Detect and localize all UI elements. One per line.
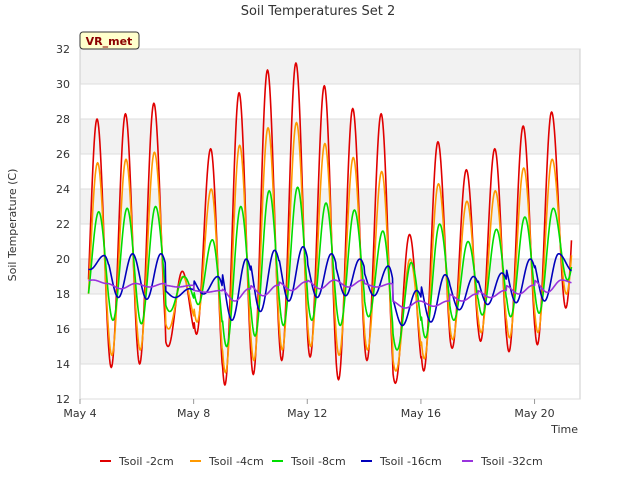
- y-tick-label: 16: [56, 323, 70, 336]
- x-axis-ticks: May 4 May 8 May 12 May 16 May 20: [63, 399, 555, 420]
- plot-band: [80, 84, 580, 119]
- station-badge: VR_met: [79, 31, 140, 50]
- x-axis-label: Time: [550, 423, 578, 436]
- badge-label: VR_met: [86, 35, 133, 48]
- x-tick-label: May 8: [177, 407, 210, 420]
- y-tick-label: 26: [56, 148, 70, 161]
- legend-label: Tsoil -4cm: [208, 455, 264, 468]
- x-tick-label: May 16: [401, 407, 441, 420]
- series-line: [88, 246, 572, 327]
- series-lines: [87, 62, 573, 386]
- y-tick-label: 20: [56, 253, 70, 266]
- x-tick-label: May 12: [287, 407, 327, 420]
- legend-label: Tsoil -8cm: [290, 455, 346, 468]
- series-line: [88, 279, 572, 309]
- legend-label: Tsoil -16cm: [379, 455, 442, 468]
- y-tick-label: 12: [56, 393, 70, 406]
- y-tick-label: 14: [56, 358, 70, 371]
- y-tick-label: 24: [56, 183, 70, 196]
- series-line: [87, 121, 573, 374]
- y-tick-label: 30: [56, 78, 70, 91]
- legend-label: Tsoil -32cm: [480, 455, 543, 468]
- y-axis-label: Soil Temperature (C): [6, 169, 19, 282]
- legend-label: Tsoil -2cm: [118, 455, 174, 468]
- plot-background: [79, 48, 581, 400]
- series-line: [87, 62, 573, 386]
- legend: Tsoil -2cm Tsoil -4cm Tsoil -8cm Tsoil -16c…: [100, 455, 543, 468]
- badge-box: [79, 31, 140, 50]
- y-axis-ticks: 12 14 16 18 20 22 24 26 28 30 32: [56, 43, 70, 406]
- series-line: [87, 186, 573, 351]
- plot-band: [80, 329, 580, 364]
- plot-band: [80, 364, 580, 399]
- x-tick-label: May 4: [63, 407, 96, 420]
- plot-band: [80, 49, 580, 84]
- y-tick-label: 18: [56, 288, 70, 301]
- x-tick-label: May 20: [514, 407, 554, 420]
- y-tick-label: 22: [56, 218, 70, 231]
- y-tick-label: 28: [56, 113, 70, 126]
- chart-title: Soil Temperatures Set 2: [241, 4, 396, 19]
- plot-band: [80, 119, 580, 154]
- y-tick-label: 32: [56, 43, 70, 56]
